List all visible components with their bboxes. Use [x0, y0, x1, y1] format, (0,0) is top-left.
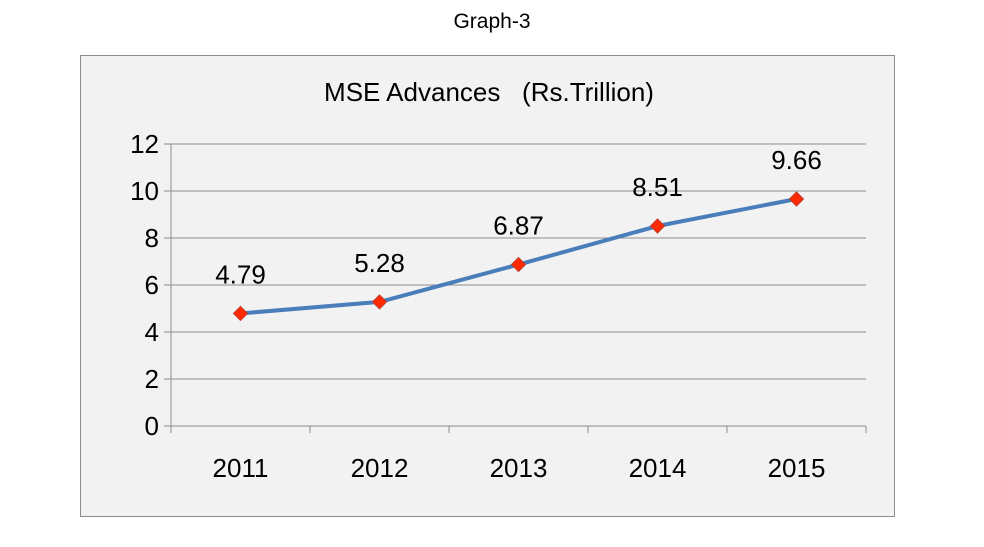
data-point-2014: [649, 218, 666, 234]
y-tick-label-12: 12: [130, 129, 159, 159]
data-point-2012: [371, 294, 388, 310]
y-tick-label-0: 0: [145, 411, 159, 441]
x-tick-label-2015: 2015: [768, 453, 826, 483]
y-tick-label-8: 8: [145, 223, 159, 253]
data-label-2011: 4.79: [215, 259, 266, 289]
axes: [164, 143, 867, 433]
x-tick-label-2014: 2014: [629, 453, 687, 483]
data-label-2014: 8.51: [632, 172, 683, 202]
data-label-2013: 6.87: [493, 211, 544, 241]
chart-panel: MSE Advances (Rs.Trillion) 0 2 4 6 8 10 12 201…: [80, 55, 895, 517]
series-advances: [232, 191, 805, 322]
x-tick-label-2012: 2012: [351, 453, 409, 483]
y-tick-label-4: 4: [145, 317, 159, 347]
data-point-2015: [788, 191, 805, 207]
chart-title: MSE Advances (Rs.Trillion): [324, 77, 654, 107]
data-label-2012: 5.28: [354, 248, 405, 278]
data-label-2015: 9.66: [771, 145, 822, 175]
gridlines: [171, 143, 866, 380]
data-labels: 4.79 5.28 6.87 8.51 9.66: [215, 145, 822, 289]
y-axis-tick-labels: 0 2 4 6 8 10 12: [130, 129, 159, 441]
x-tick-label-2011: 2011: [213, 453, 269, 483]
y-tick-label-10: 10: [130, 176, 159, 206]
y-tick-label-6: 6: [145, 270, 159, 300]
y-tick-label-2: 2: [145, 364, 159, 394]
x-tick-label-2013: 2013: [490, 453, 548, 483]
x-axis-tick-labels: 2011 2012 2013 2014 2015: [213, 453, 826, 483]
data-point-2011: [232, 305, 249, 322]
data-point-2013: [510, 256, 527, 273]
line-chart: MSE Advances (Rs.Trillion) 0 2 4 6 8 10 12 201…: [130, 77, 867, 483]
graph-caption: Graph-3: [453, 10, 531, 33]
